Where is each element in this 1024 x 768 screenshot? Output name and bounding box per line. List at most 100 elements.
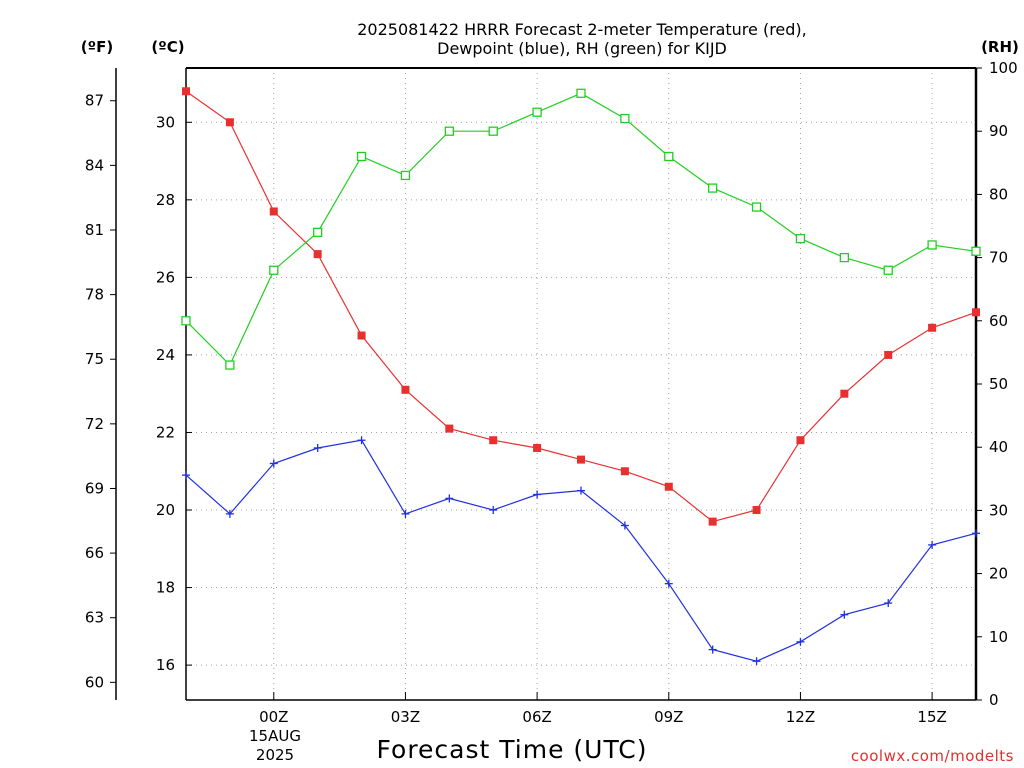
data-point-marker	[445, 494, 454, 503]
data-point-marker	[751, 202, 762, 212]
data-point-marker	[489, 436, 498, 445]
credit-text: coolwx.com/modelts	[851, 747, 1014, 765]
data-point-marker	[577, 486, 585, 495]
fahrenheit-tick-label: 75	[85, 350, 104, 368]
data-point-marker	[840, 389, 849, 398]
celsius-tick-label: 26	[156, 268, 175, 286]
data-point-marker	[182, 87, 190, 96]
axes: 16 18 20 22 24 26 28 30 60 63 66 69 72 75 78 81 84 87 0 10 2…	[85, 59, 1018, 726]
fahrenheit-tick-label: 69	[85, 479, 104, 497]
data-point-marker	[884, 350, 893, 359]
data-point-marker	[313, 443, 322, 452]
data-point-marker	[445, 424, 454, 433]
data-point-marker	[883, 265, 893, 275]
chart-title-line2: Dewpoint (blue), RH (green) for KIJD	[437, 39, 727, 58]
celsius-tick-label: 22	[156, 423, 175, 441]
data-point-marker	[972, 529, 980, 538]
date-label-year: 2025	[256, 746, 294, 764]
data-point-marker	[269, 207, 278, 216]
data-point-marker	[752, 506, 761, 515]
data-point-marker	[533, 490, 542, 499]
celsius-tick-label: 16	[156, 656, 175, 674]
data-point-marker	[839, 252, 849, 263]
data-point-marker	[577, 455, 585, 464]
data-point-marker	[795, 233, 806, 244]
celsius-tick-label: 30	[156, 113, 175, 131]
data-point-marker	[884, 599, 893, 608]
data-series	[181, 87, 981, 666]
x-tick-label: 03Z	[391, 708, 420, 726]
data-point-marker	[620, 521, 629, 530]
data-point-marker	[664, 151, 674, 162]
data-point-marker	[620, 467, 629, 476]
fahrenheit-tick-label: 87	[85, 92, 104, 110]
data-point-marker	[225, 509, 234, 518]
series-2	[181, 88, 981, 370]
series-line	[185, 92, 977, 367]
data-point-marker	[796, 637, 805, 646]
rh-tick-label: 30	[989, 501, 1008, 519]
data-point-marker	[576, 88, 586, 98]
data-point-marker	[664, 579, 673, 588]
data-point-marker	[708, 645, 717, 654]
fahrenheit-tick-label: 60	[85, 673, 104, 691]
x-tick-label: 15Z	[917, 708, 946, 726]
fahrenheit-tick-label: 66	[85, 544, 104, 562]
data-point-marker	[796, 436, 805, 445]
celsius-tick-label: 28	[156, 191, 175, 209]
rh-tick-label: 100	[989, 59, 1018, 77]
data-point-marker	[444, 126, 454, 136]
data-point-marker	[269, 459, 278, 468]
rh-tick-label: 70	[989, 249, 1008, 267]
data-point-marker	[972, 308, 980, 317]
x-tick-label: 09Z	[654, 708, 683, 726]
data-point-marker	[752, 657, 761, 666]
fahrenheit-tick-label: 78	[85, 286, 104, 304]
data-point-marker	[181, 316, 191, 326]
grid-lines	[186, 68, 976, 700]
data-point-marker	[532, 107, 542, 117]
data-point-marker	[928, 323, 937, 332]
x-tick-label: 12Z	[786, 708, 815, 726]
data-point-marker	[225, 360, 235, 370]
rh-tick-label: 60	[989, 312, 1008, 330]
celsius-tick-label: 24	[156, 346, 175, 364]
fahrenheit-tick-label: 63	[85, 609, 104, 627]
rh-tick-label: 80	[989, 185, 1008, 203]
series-1	[182, 436, 980, 666]
data-point-marker	[401, 385, 410, 394]
x-tick-label: 00Z	[259, 708, 288, 726]
data-point-marker	[489, 506, 498, 515]
data-point-marker	[225, 118, 234, 127]
data-point-marker	[356, 151, 367, 162]
data-point-marker	[269, 265, 279, 275]
data-point-marker	[840, 610, 849, 619]
data-point-marker	[357, 436, 366, 445]
series-line	[185, 439, 977, 662]
rh-unit-label: (RH)	[981, 38, 1019, 56]
fahrenheit-tick-label: 72	[85, 415, 104, 433]
data-point-marker	[313, 250, 322, 259]
data-point-marker	[928, 540, 937, 549]
date-label-day: 15AUG	[249, 727, 301, 745]
rh-tick-label: 40	[989, 438, 1008, 456]
data-point-marker	[620, 113, 630, 124]
rh-tick-label: 20	[989, 565, 1008, 583]
celsius-tick-label: 18	[156, 579, 175, 597]
data-point-marker	[401, 509, 410, 518]
data-point-marker	[971, 246, 981, 256]
rh-tick-label: 50	[989, 375, 1008, 393]
series-0	[182, 87, 980, 526]
x-axis-title: Forecast Time (UTC)	[377, 735, 648, 764]
rh-tick-label: 0	[989, 691, 999, 709]
data-point-marker	[664, 482, 673, 491]
fahrenheit-tick-label: 84	[85, 156, 104, 174]
data-point-marker	[708, 183, 718, 193]
fahrenheit-unit-label: (ºF)	[81, 38, 113, 56]
data-point-marker	[927, 240, 937, 250]
rh-tick-label: 90	[989, 122, 1008, 140]
data-point-marker	[488, 126, 498, 136]
data-point-marker	[708, 517, 717, 526]
data-point-marker	[182, 471, 190, 480]
